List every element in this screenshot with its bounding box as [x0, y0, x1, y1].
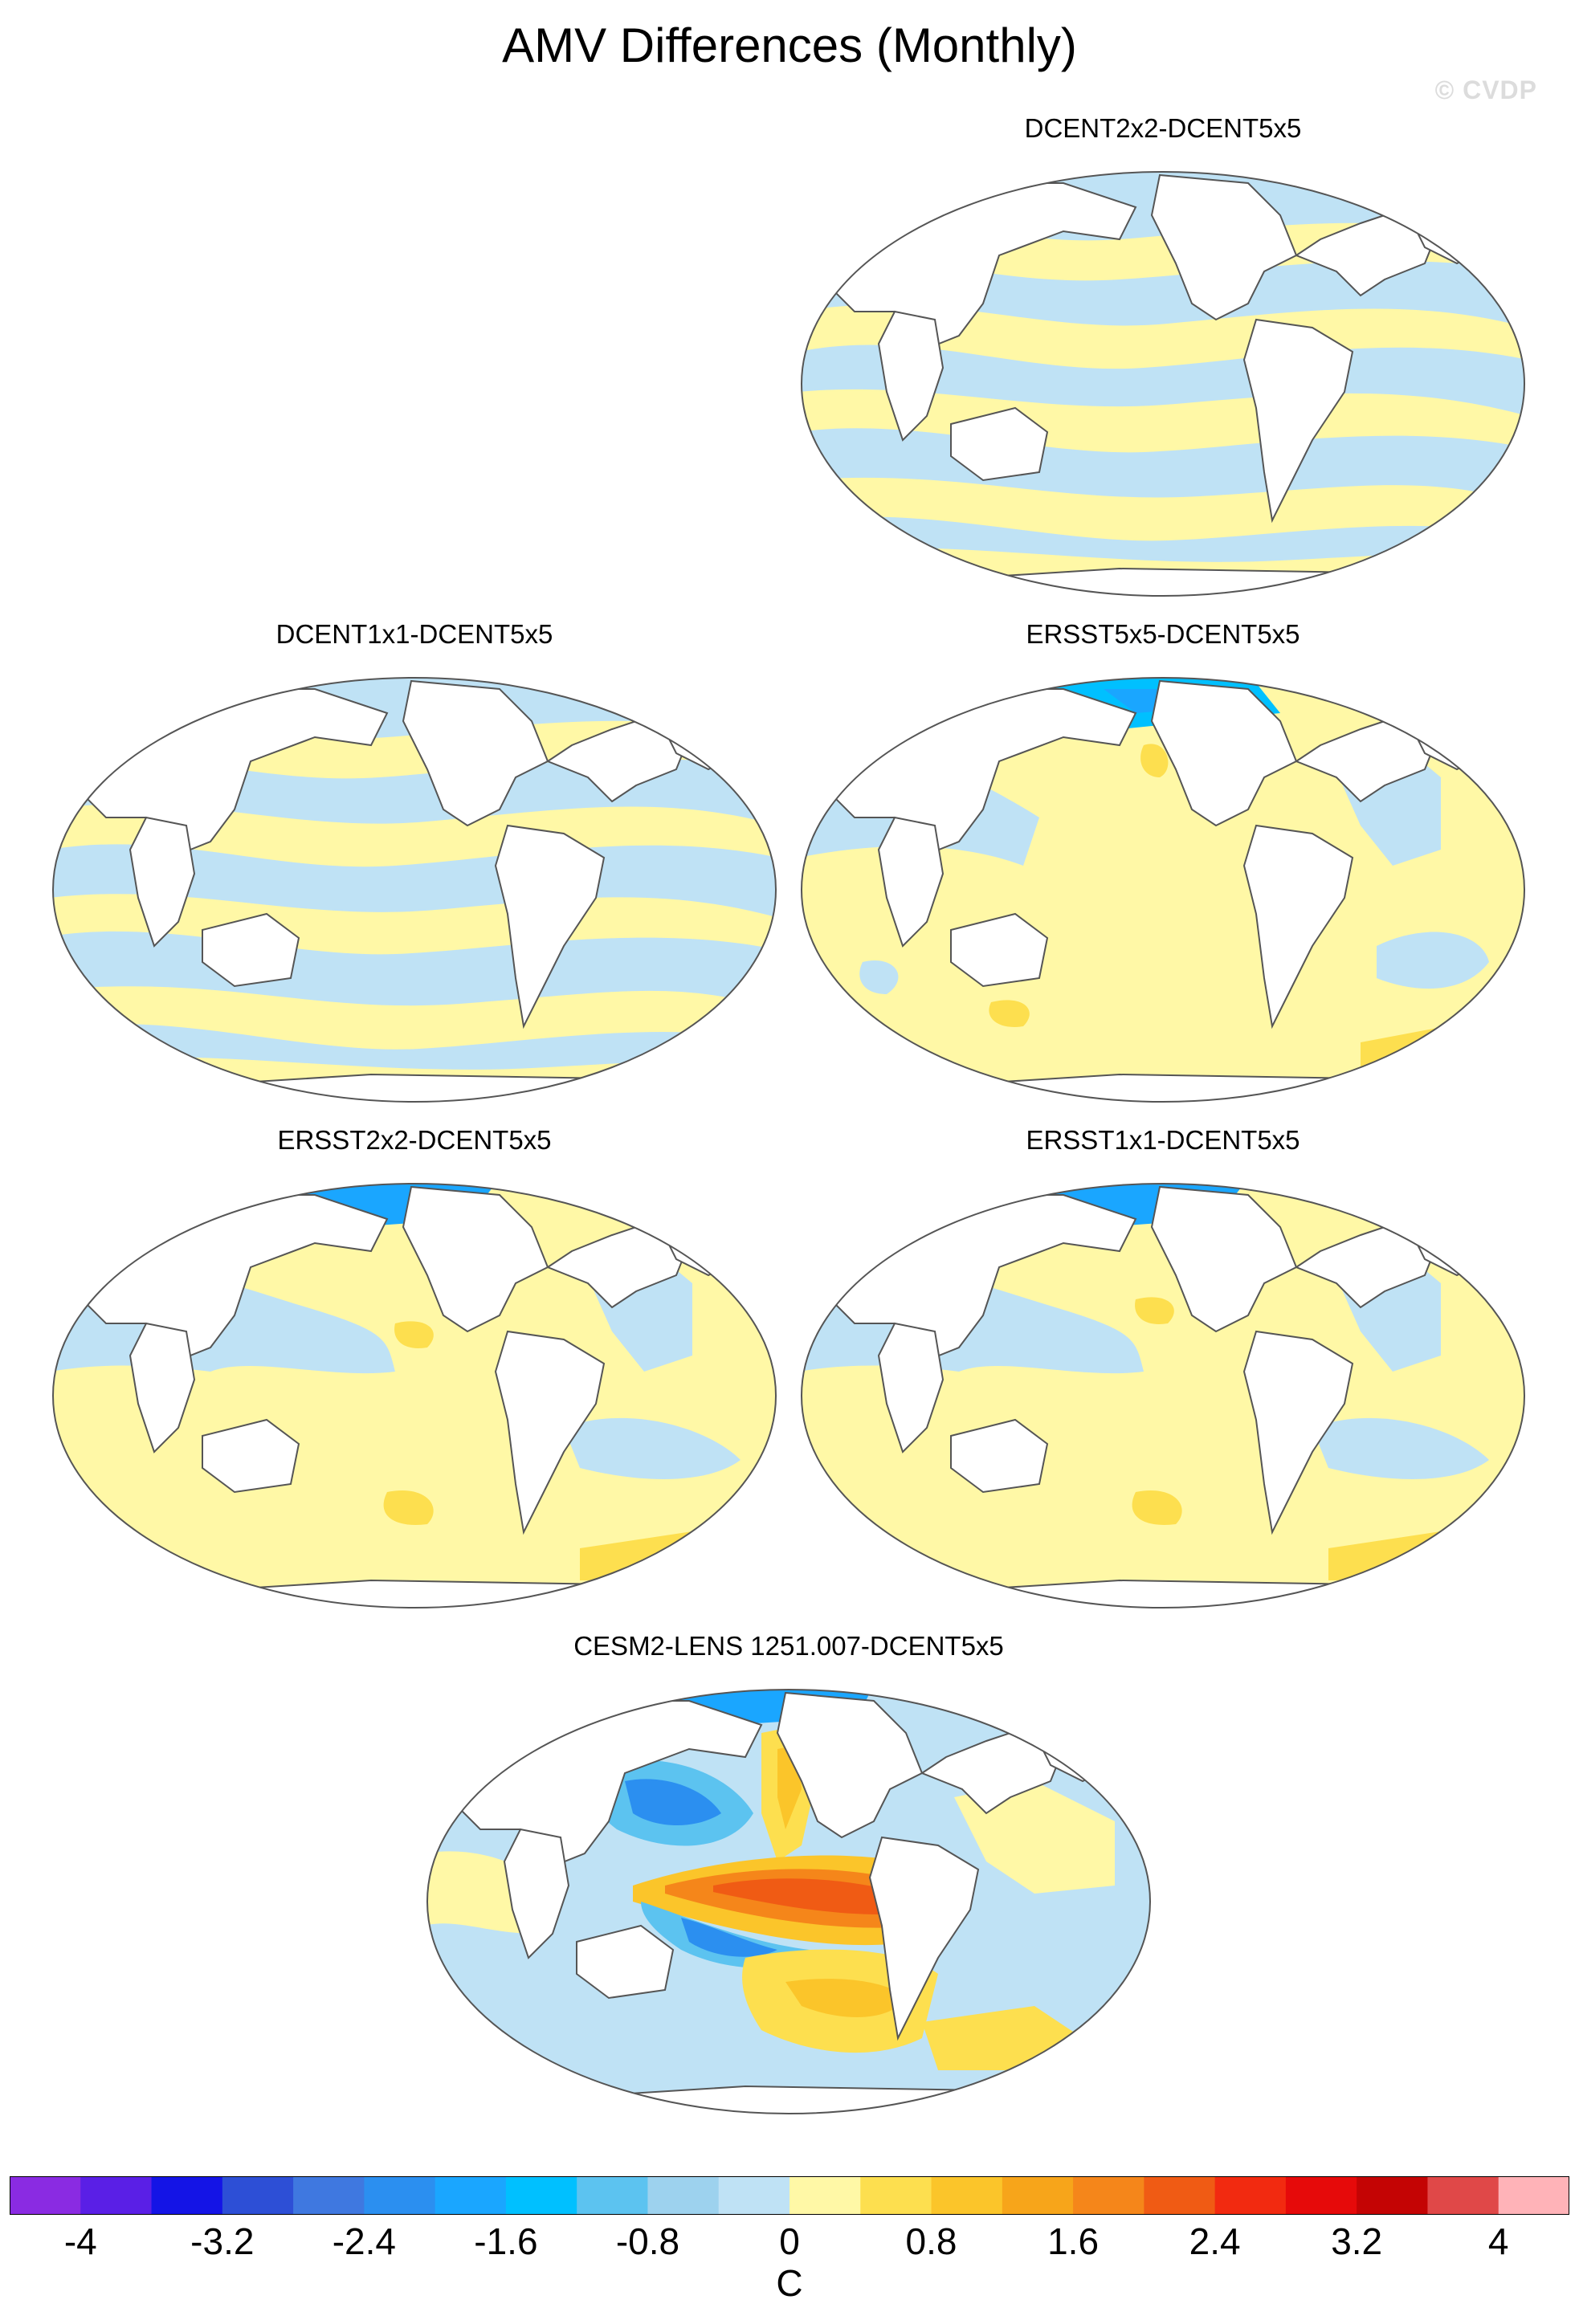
page-title: AMV Differences (Monthly): [502, 18, 1077, 72]
world-map: [801, 1183, 1525, 1608]
world-map: [52, 677, 777, 1103]
anomaly-patch-warm: [785, 1979, 906, 2017]
map-panel-dcent1x1: DCENT1x1-DCENT5x5: [50, 618, 779, 1132]
colorbar-tick-label: 3.2: [1331, 2220, 1383, 2262]
anomaly-patch-cool: [1377, 932, 1489, 989]
anomaly-patch-warm: [1132, 1490, 1182, 1525]
colorbar-swatch: [10, 2176, 81, 2215]
anomaly-patch-warm: [394, 1321, 434, 1348]
colorbar-swatch: [435, 2176, 507, 2215]
panel-title: ERSST2x2-DCENT5x5: [277, 1125, 552, 1155]
world-map: [426, 1689, 1151, 2114]
map-panel-dcent2x2: DCENT2x2-DCENT5x5: [798, 112, 1528, 626]
panel-title: DCENT1x1-DCENT5x5: [275, 619, 553, 649]
colorbar-swatch: [1427, 2176, 1499, 2215]
panel-title: ERSST1x1-DCENT5x5: [1026, 1125, 1300, 1155]
colorbar-swatch: [1144, 2176, 1216, 2215]
colorbar-swatch: [860, 2176, 932, 2215]
map-border: [426, 1689, 1151, 2114]
world-map: [801, 677, 1525, 1103]
colorbar-tick-label: -2.4: [332, 2220, 396, 2262]
colorbar-swatch: [222, 2176, 294, 2215]
map-border: [801, 171, 1525, 597]
panel-title: ERSST5x5-DCENT5x5: [1026, 619, 1300, 649]
colorbar-swatch: [931, 2176, 1003, 2215]
colorbar-tick-label: -1.6: [474, 2220, 538, 2262]
map-border: [801, 677, 1525, 1103]
map-border: [801, 1183, 1525, 1608]
colorbar-tick-label: -3.2: [190, 2220, 255, 2262]
colorbar-swatch: [1002, 2176, 1074, 2215]
colorbar-unit: C: [776, 2262, 803, 2304]
anomaly-patch-cool: [859, 960, 899, 994]
colorbar-swatch: [293, 2176, 365, 2215]
colorbar: [10, 2176, 1569, 2215]
map-panel-cesm2: CESM2-LENS 1251.007-DCENT5x5: [424, 1630, 1153, 2144]
colorbar-swatch: [1285, 2176, 1357, 2215]
colorbar-swatch: [1357, 2176, 1428, 2215]
watermark: © CVDP: [1434, 75, 1537, 104]
anomaly-patch-warm: [954, 1781, 1115, 1894]
colorbar-tick-label: -0.8: [615, 2220, 680, 2262]
colorbar-swatch: [718, 2176, 790, 2215]
anomaly-band: [802, 477, 1524, 541]
world-map: [801, 171, 1525, 597]
colorbar-swatch: [577, 2176, 648, 2215]
anomaly-band-warm: [713, 1878, 906, 1914]
colorbar-swatch: [790, 2176, 861, 2215]
map-panel-ersst2x2: ERSST2x2-DCENT5x5: [50, 1124, 779, 1638]
colorbar-swatch: [151, 2176, 223, 2215]
panel-title: DCENT2x2-DCENT5x5: [1024, 113, 1302, 143]
anomaly-patch-warm: [989, 1000, 1030, 1027]
colorbar-swatch: [80, 2176, 153, 2215]
map-panel-ersst1x1: ERSST1x1-DCENT5x5: [798, 1124, 1528, 1638]
colorbar-ticks: -4 -3.2 -2.4 -1.6 -0.8 0 0.8 1.6 2.4 3.2 4: [0, 2221, 1579, 2269]
colorbar-tick-label: 4: [1487, 2220, 1509, 2262]
anomaly-patch-cool: [564, 1417, 741, 1479]
colorbar-tick-label: 0.8: [905, 2220, 957, 2262]
anomaly-band: [802, 304, 1524, 369]
colorbar-tick-label: 1.6: [1047, 2220, 1100, 2262]
colorbar-tick-label: 0: [779, 2220, 800, 2262]
anomaly-patch-cool: [625, 1779, 721, 1825]
colorbar-swatch: [1073, 2176, 1144, 2215]
colorbar-tick-label: -4: [63, 2220, 97, 2262]
anomaly-patch-warm: [383, 1490, 434, 1525]
colorbar-swatch: [1214, 2176, 1287, 2215]
world-map: [52, 1183, 777, 1608]
colorbar-border: [10, 2176, 1569, 2215]
colorbar-swatch: [647, 2176, 720, 2215]
colorbar-swatch: [364, 2176, 436, 2215]
anomaly-patch-warm: [1140, 744, 1169, 777]
panel-title: CESM2-LENS 1251.007-DCENT5x5: [573, 1631, 1004, 1661]
anomaly-band-cool: [681, 1918, 777, 1957]
anomaly-patch-cool: [1312, 1417, 1489, 1479]
map-border: [52, 677, 777, 1103]
map-panel-ersst5x5: ERSST5x5-DCENT5x5: [798, 618, 1528, 1132]
colorbar-tick-label: 2.4: [1189, 2220, 1241, 2262]
colorbar-swatch: [505, 2176, 577, 2215]
anomaly-patch-warm: [1135, 1297, 1174, 1324]
anomaly-band: [53, 804, 776, 867]
map-border: [52, 1183, 777, 1608]
anomaly-band: [53, 986, 776, 1050]
colorbar-swatch: [1498, 2176, 1569, 2215]
